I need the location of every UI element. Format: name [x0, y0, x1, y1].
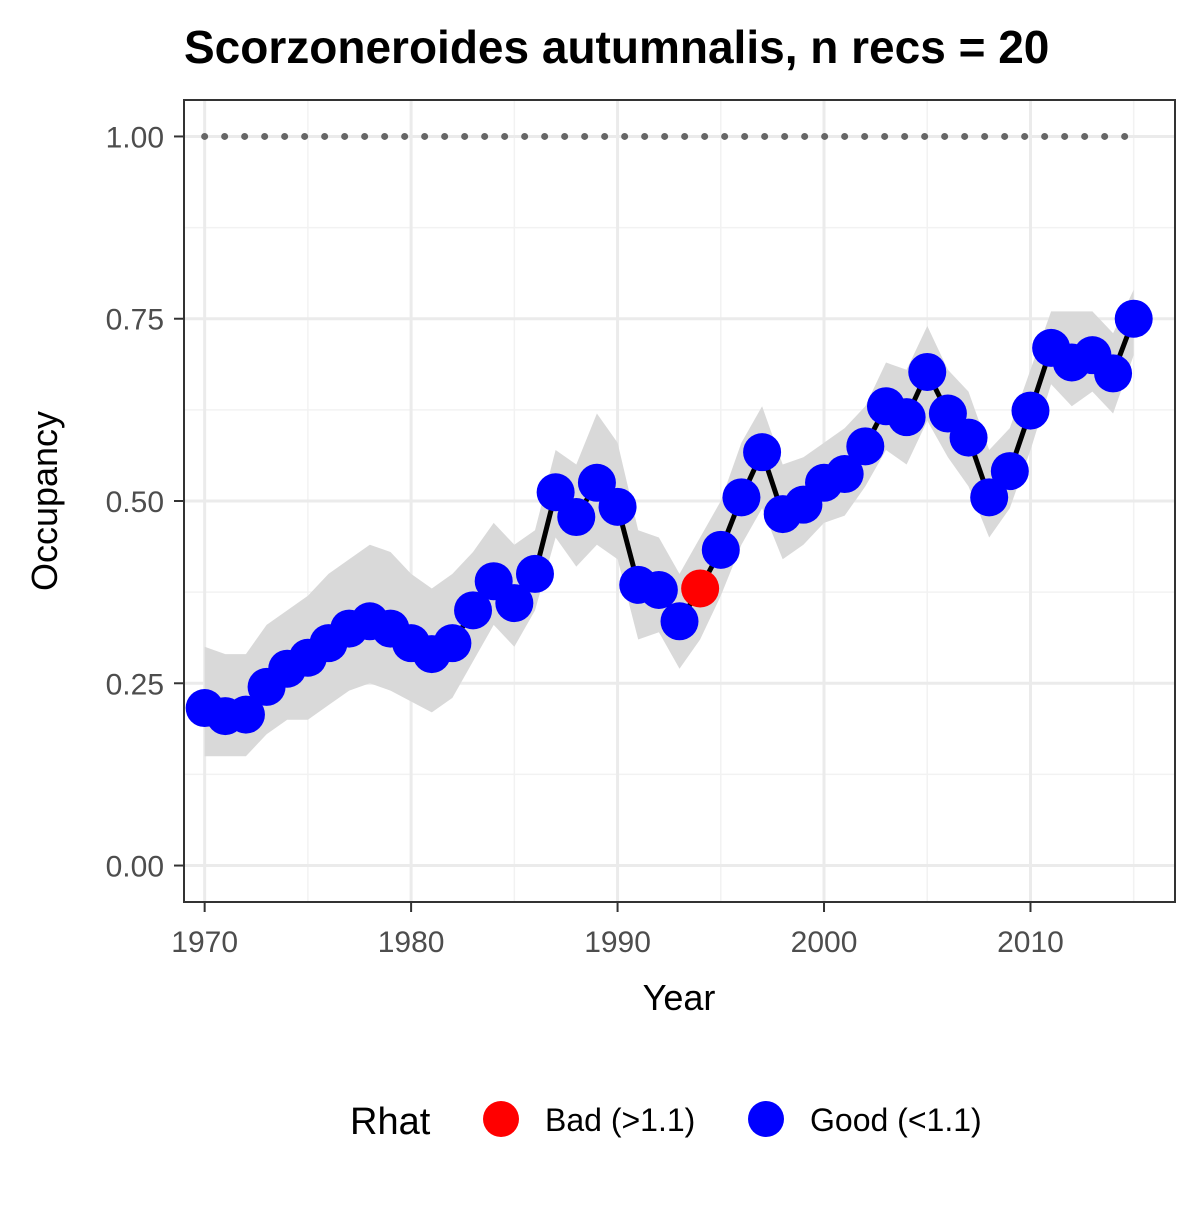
data-point-1993 — [660, 602, 699, 641]
data-point-1986 — [515, 554, 554, 593]
data-point-1992 — [639, 570, 678, 609]
data-point-2009 — [990, 452, 1029, 491]
data-point-1985 — [495, 584, 534, 623]
x-tick-label: 1970 — [171, 926, 238, 959]
credible-interval-ribbon — [204, 289, 1134, 757]
data-point-2007 — [949, 418, 988, 457]
data-point-1995 — [701, 530, 740, 569]
x-axis-title: Year — [643, 977, 716, 1018]
y-tick-label: 0.50 — [106, 486, 164, 519]
data-point-2005 — [908, 352, 947, 391]
chart-title: Scorzoneroides autumnalis, n recs = 20 — [184, 21, 1049, 73]
y-axis-ticks: 0.00 0.25 0.50 0.75 1.00 — [106, 121, 184, 884]
legend-key-bad — [483, 1101, 519, 1137]
x-tick-label: 1990 — [584, 926, 651, 959]
data-point-2001 — [825, 455, 864, 494]
data-point-2008 — [970, 478, 1009, 517]
y-axis-title: Occupancy — [24, 411, 65, 591]
x-tick-label: 2000 — [791, 926, 858, 959]
legend: Rhat Bad (>1.1) Good (<1.1) — [350, 1101, 982, 1143]
data-point-1996 — [722, 478, 761, 517]
x-axis-ticks: 1970 1980 1990 2000 2010 — [171, 902, 1064, 959]
data-point-2002 — [846, 427, 885, 466]
ribbon-area — [204, 289, 1134, 757]
legend-label-good: Good (<1.1) — [810, 1102, 982, 1138]
data-point-2014 — [1094, 354, 1133, 393]
occupancy-points — [185, 299, 1153, 736]
legend-label-bad: Bad (>1.1) — [545, 1102, 695, 1138]
data-point-1994 — [681, 569, 720, 608]
y-tick-label: 1.00 — [106, 121, 164, 154]
data-point-2004 — [887, 398, 926, 437]
x-tick-label: 2010 — [997, 926, 1064, 959]
data-point-1982 — [433, 624, 472, 663]
y-tick-label: 0.00 — [106, 851, 164, 884]
legend-title: Rhat — [350, 1101, 431, 1143]
data-point-1988 — [557, 498, 596, 537]
data-point-1972 — [226, 695, 265, 734]
y-tick-label: 0.25 — [106, 668, 164, 701]
data-point-1990 — [598, 487, 637, 526]
x-tick-label: 1980 — [378, 926, 445, 959]
legend-key-good — [748, 1101, 784, 1137]
data-point-2015 — [1114, 299, 1153, 338]
grid-lines — [184, 100, 1175, 902]
y-tick-label: 0.75 — [106, 304, 164, 337]
data-point-1983 — [454, 591, 493, 630]
data-point-1997 — [743, 433, 782, 472]
data-point-2010 — [1011, 391, 1050, 430]
